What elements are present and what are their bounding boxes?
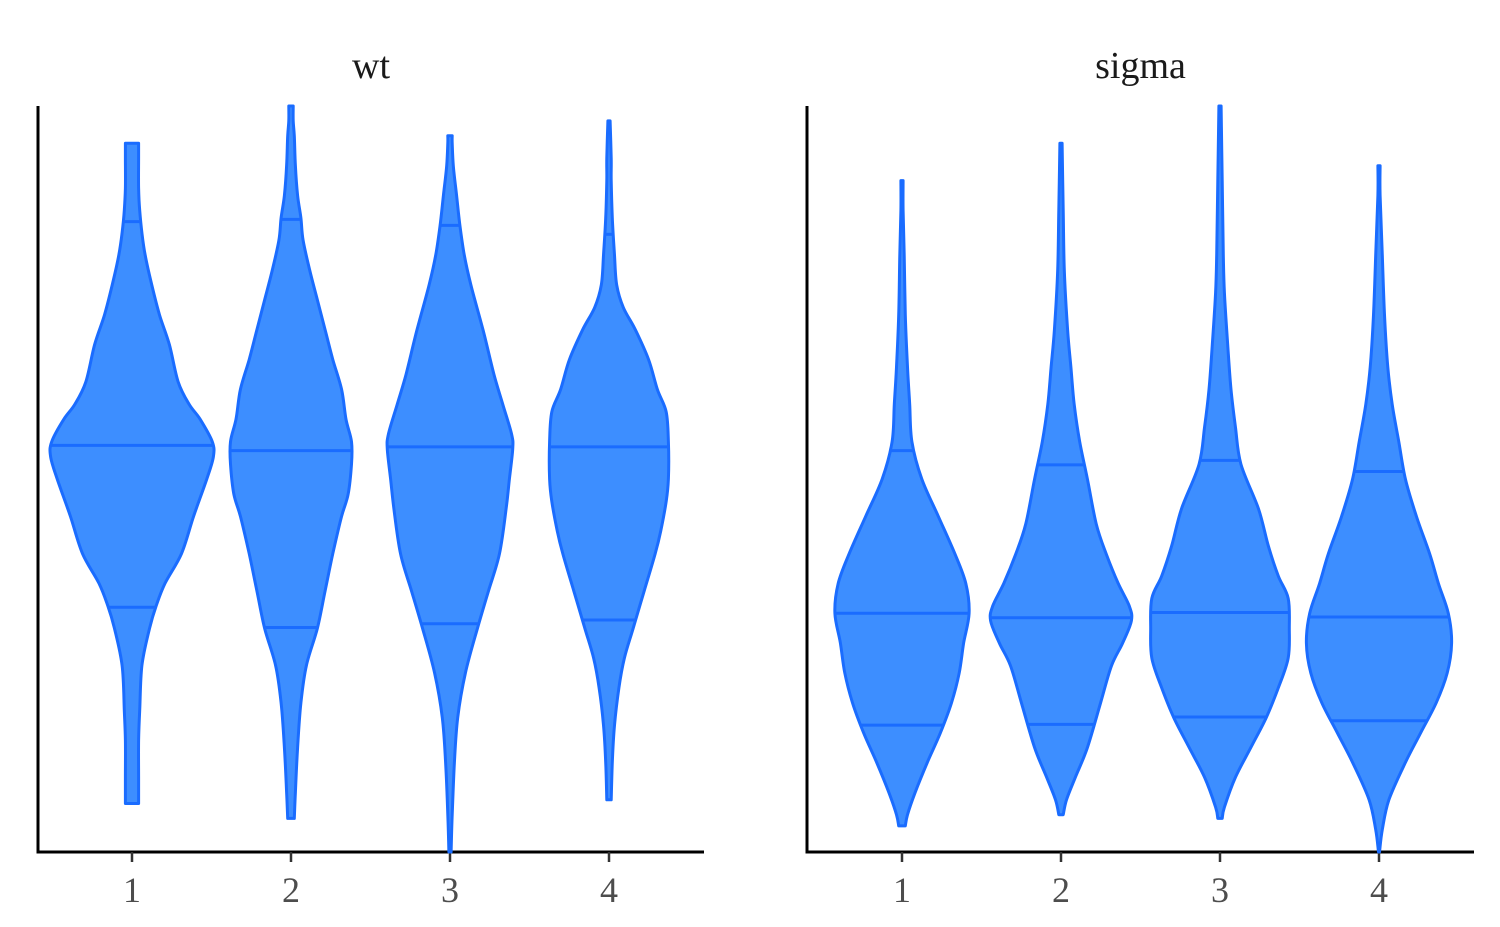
violin-body-1 bbox=[833, 179, 971, 828]
panel-title: sigma bbox=[1095, 45, 1186, 87]
panel-sigma: sigma 1 2 3 4 bbox=[805, 45, 1474, 910]
x-tick-label: 3 bbox=[441, 870, 459, 910]
violin-body-2 bbox=[228, 104, 354, 820]
x-tick-label: 4 bbox=[1370, 870, 1388, 910]
x-tick-label: 4 bbox=[600, 870, 618, 910]
violin-body-3 bbox=[385, 134, 515, 854]
x-tick-label: 1 bbox=[123, 870, 141, 910]
violin-body-4 bbox=[547, 119, 671, 802]
panel-wt: wt 1 2 3 4 bbox=[36, 45, 704, 910]
panel-title: wt bbox=[352, 45, 390, 87]
x-tick-label: 1 bbox=[893, 870, 911, 910]
violin-body-2 bbox=[988, 141, 1134, 817]
violin-body-3 bbox=[1149, 104, 1291, 820]
violin-body-1 bbox=[48, 141, 216, 805]
x-tick-label: 3 bbox=[1211, 870, 1229, 910]
x-tick-label: 2 bbox=[1052, 870, 1070, 910]
violin-body-4 bbox=[1304, 164, 1454, 854]
x-tick-label: 2 bbox=[282, 870, 300, 910]
